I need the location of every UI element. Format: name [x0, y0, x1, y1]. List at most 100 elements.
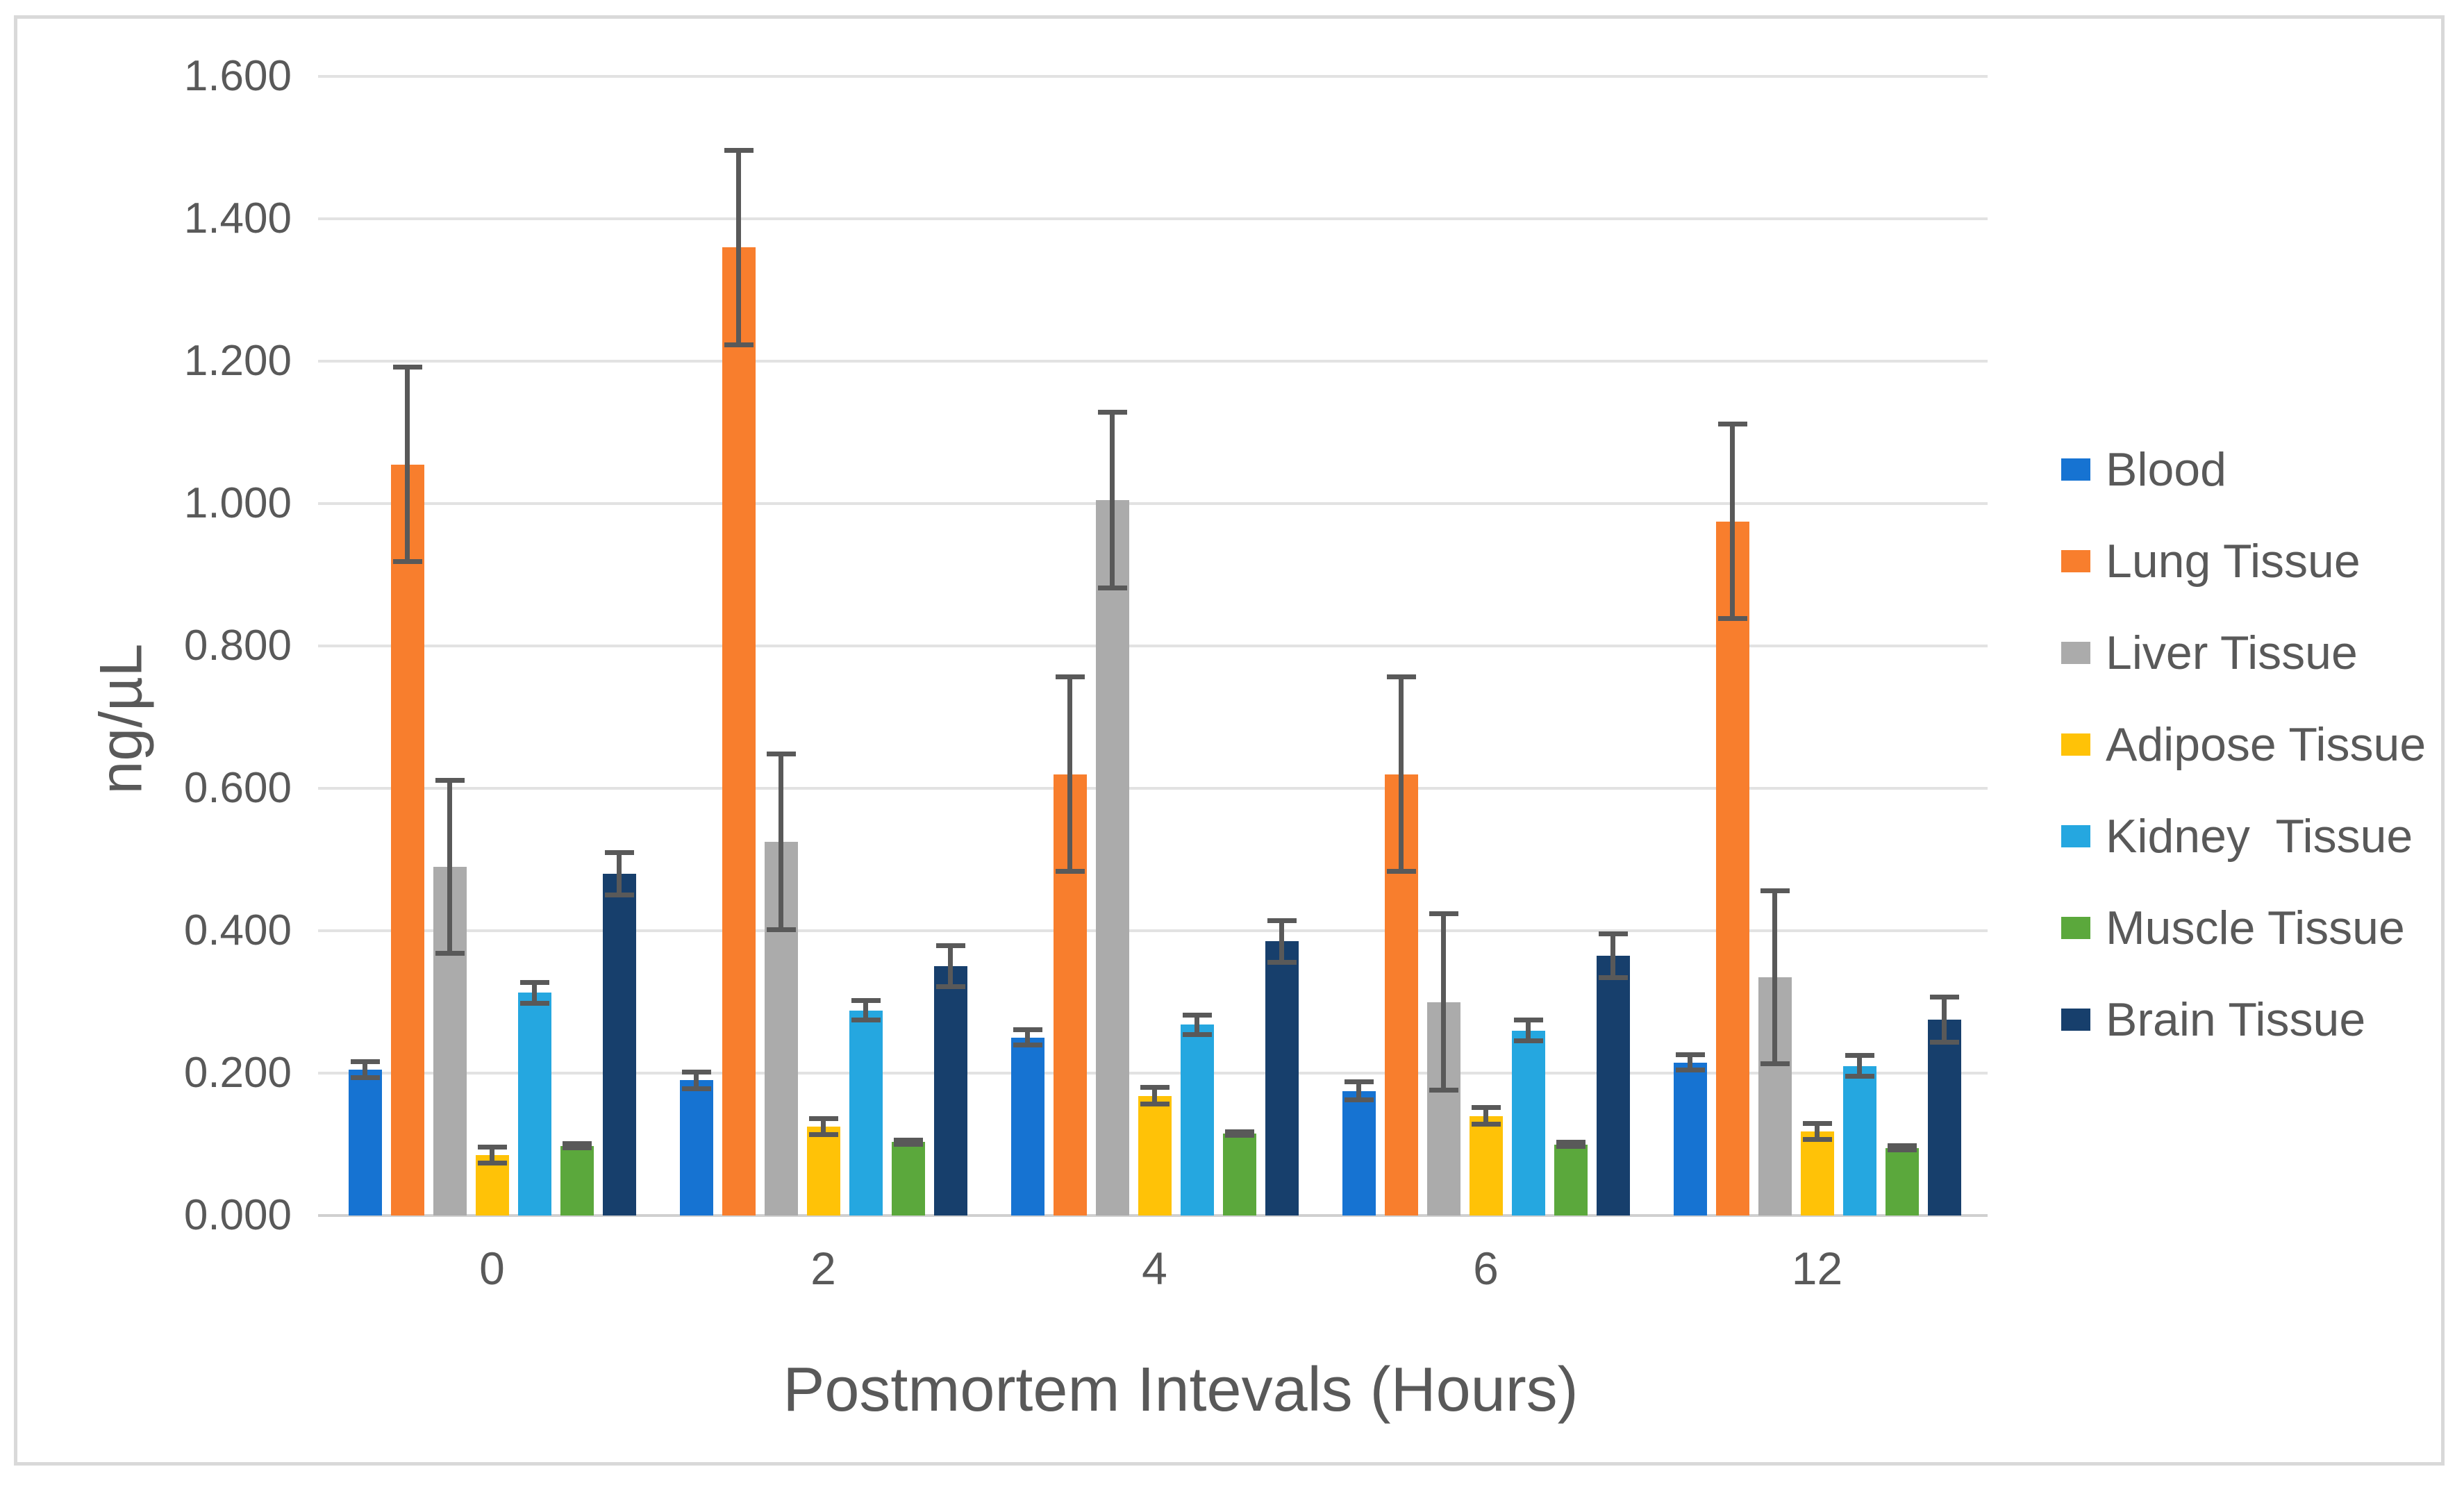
error-bar-cap-bottom: [562, 1145, 592, 1150]
error-bar-blood-pmi2: [681, 1069, 711, 1091]
error-bar-cap-top: [1471, 1105, 1501, 1111]
error-bar-cap-bottom: [1556, 1143, 1585, 1149]
error-bar-cap-top: [1717, 422, 1747, 427]
error-bar-cap-top: [1344, 1079, 1374, 1085]
error-bar-line: [1857, 1053, 1862, 1079]
error-bar-cap-bottom: [350, 1075, 380, 1081]
error-bar-line: [863, 998, 868, 1023]
error-bar-cap-bottom: [1887, 1147, 1917, 1152]
bar-brain-tissue-pmi12: [1927, 1020, 1961, 1216]
error-bar-line: [1772, 888, 1777, 1066]
bar-muscle-tissue-pmi6: [1554, 1144, 1588, 1216]
error-bar-cap-bottom: [766, 927, 796, 933]
error-bar-line: [1110, 409, 1115, 591]
error-bar-cap-bottom: [1267, 960, 1297, 965]
error-bar-adipose-tissue-pmi2: [808, 1115, 838, 1138]
legend-label-lung-tissue: Lung Tissue: [2106, 535, 2361, 588]
y-tick-label-1.600: 1.600: [183, 52, 292, 100]
legend-label-brain-tissue: Brain Tissue: [2106, 993, 2366, 1046]
error-bar-cap-top: [1802, 1120, 1832, 1126]
error-bar-cap-top: [1429, 911, 1458, 917]
error-bar-cap-top: [435, 777, 465, 783]
error-bar-line: [1610, 931, 1615, 980]
error-bar-muscle-tissue-pmi12: [1887, 1143, 1917, 1152]
error-bar-liver-tissue-pmi2: [766, 751, 796, 933]
error-bar-brain-tissue-pmi12: [1929, 995, 1959, 1045]
bar-kidney-tissue-pmi4: [1180, 1024, 1214, 1216]
error-bar-line: [1152, 1085, 1157, 1107]
error-bar-cap-top: [1224, 1129, 1254, 1134]
error-bar-cap-bottom: [392, 559, 422, 565]
legend-label-adipose-tissue: Adipose Tissue: [2106, 718, 2426, 771]
error-bar-blood-pmi0: [350, 1059, 380, 1081]
error-bar-line: [532, 979, 537, 1006]
error-bar-brain-tissue-pmi6: [1598, 931, 1628, 980]
error-bar-liver-tissue-pmi6: [1429, 911, 1458, 1093]
bar-kidney-tissue-pmi0: [517, 993, 551, 1216]
y-tick-label-1.200: 1.200: [183, 337, 292, 385]
legend-label-liver-tissue: Liver Tissue: [2106, 627, 2358, 679]
bar-brain-tissue-pmi4: [1265, 941, 1299, 1216]
x-tick-label-2: 2: [810, 1243, 836, 1294]
error-bar-line: [1942, 995, 1947, 1045]
error-bar-cap-bottom: [1802, 1137, 1832, 1143]
bar-muscle-tissue-pmi12: [1885, 1147, 1919, 1216]
legend-item-kidney-tissue: Kidney Tissue: [2061, 790, 2426, 882]
error-bar-liver-tissue-pmi0: [435, 777, 465, 956]
error-bar-line: [1025, 1027, 1030, 1048]
bar-kidney-tissue-pmi6: [1511, 1030, 1545, 1216]
x-tick-label-6: 6: [1473, 1243, 1499, 1294]
error-bar-cap-top: [562, 1141, 592, 1147]
legend-swatch-adipose-tissue: [2061, 733, 2090, 756]
y-tick-label-0.200: 0.200: [183, 1049, 292, 1097]
error-bar-cap-bottom: [1471, 1121, 1501, 1127]
error-bar-muscle-tissue-pmi2: [893, 1138, 923, 1147]
error-bar-adipose-tissue-pmi12: [1802, 1120, 1832, 1143]
error-bar-cap-top: [350, 1059, 380, 1064]
legend-swatch-liver-tissue: [2061, 642, 2090, 664]
error-bar-cap-bottom: [477, 1161, 507, 1166]
error-bar-adipose-tissue-pmi6: [1471, 1105, 1501, 1127]
error-bar-cap-top: [893, 1138, 923, 1143]
legend-item-muscle-tissue: Muscle Tissue: [2061, 882, 2426, 974]
error-bar-kidney-tissue-pmi12: [1845, 1053, 1874, 1079]
bar-adipose-tissue-pmi2: [806, 1126, 840, 1216]
error-bar-cap-top: [477, 1144, 507, 1150]
error-bar-cap-bottom: [893, 1141, 923, 1147]
bar-blood-pmi0: [348, 1069, 382, 1216]
y-axis-title: ng/µL: [88, 643, 155, 795]
error-bar-lung-tissue-pmi12: [1717, 422, 1747, 622]
error-bar-line: [447, 777, 452, 956]
legend-label-kidney-tissue: Kidney Tissue: [2106, 810, 2413, 863]
y-tick-label-1.000: 1.000: [183, 479, 292, 527]
y-gridline-0.200: [318, 1072, 1988, 1075]
bar-lung-tissue-pmi12: [1715, 521, 1749, 1216]
bar-muscle-tissue-pmi4: [1222, 1134, 1256, 1216]
bar-adipose-tissue-pmi12: [1800, 1131, 1834, 1216]
error-bar-muscle-tissue-pmi0: [562, 1141, 592, 1150]
legend-item-brain-tissue: Brain Tissue: [2061, 974, 2426, 1065]
error-bar-lung-tissue-pmi6: [1386, 674, 1416, 874]
bar-adipose-tissue-pmi6: [1469, 1115, 1503, 1216]
error-bar-line: [694, 1069, 699, 1091]
error-bar-cap-bottom: [851, 1018, 881, 1023]
legend-item-lung-tissue: Lung Tissue: [2061, 515, 2426, 607]
error-bar-cap-bottom: [1513, 1038, 1543, 1043]
bar-lung-tissue-pmi0: [390, 464, 424, 1216]
error-bar-line: [1688, 1052, 1692, 1072]
error-bar-cap-bottom: [1182, 1031, 1212, 1037]
error-bar-cap-top: [1598, 931, 1628, 937]
legend-item-adipose-tissue: Adipose Tissue: [2061, 699, 2426, 790]
error-bar-cap-bottom: [1224, 1133, 1254, 1138]
error-bar-cap-bottom: [808, 1132, 838, 1138]
error-bar-cap-bottom: [1097, 586, 1127, 591]
error-bar-cap-top: [1845, 1053, 1874, 1059]
error-bar-liver-tissue-pmi4: [1097, 409, 1127, 591]
legend-swatch-blood: [2061, 458, 2090, 481]
x-tick-label-0: 0: [479, 1243, 505, 1294]
error-bar-cap-bottom: [435, 950, 465, 956]
error-bar-cap-top: [1097, 409, 1127, 415]
error-bar-cap-top: [604, 850, 634, 856]
legend-label-blood: Blood: [2106, 443, 2226, 496]
error-bar-cap-bottom: [724, 342, 754, 347]
